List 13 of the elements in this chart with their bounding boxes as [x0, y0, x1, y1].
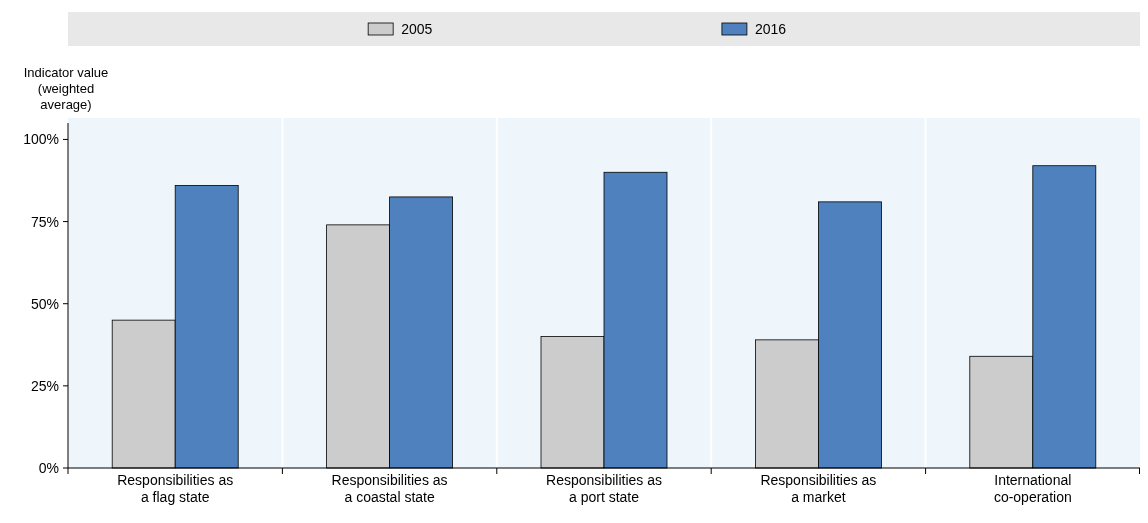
x-tick-label: Responsibilities as a port state	[546, 472, 662, 505]
y-tick-label: 75%	[30, 213, 59, 230]
x-tick-label: International co-operation	[993, 472, 1072, 505]
y-tick-label: 25%	[30, 377, 59, 394]
y-tick-label: 50%	[30, 295, 59, 312]
x-tick-label: Responsibilities as a coastal state	[331, 472, 448, 505]
y-axis-title: Indicator value (weighted average)	[23, 65, 109, 112]
x-tick-label: Responsibilities as a flag state	[117, 472, 234, 505]
y-tick-label: 100%	[23, 131, 59, 148]
x-tick-label: Responsibilities as a market	[760, 472, 877, 505]
legend-label: 2005	[401, 21, 433, 37]
legend-label: 2016	[754, 21, 787, 37]
y-tick-label: 0%	[38, 460, 59, 476]
